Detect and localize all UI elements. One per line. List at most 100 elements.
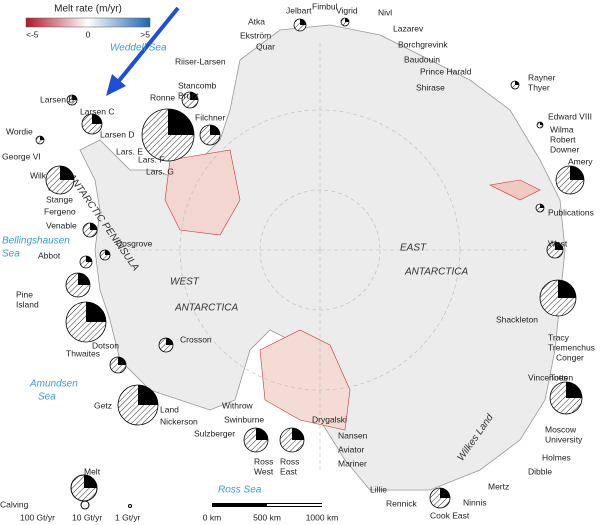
shelf-label: Ekström — [240, 30, 271, 40]
shelf-label: Cook East — [430, 510, 470, 520]
shelf-label: George VI — [2, 151, 41, 161]
shelf-glyph — [60, 166, 74, 180]
shelf-label: Mariner — [338, 458, 367, 468]
shelf-label: Getz — [94, 400, 112, 410]
shelf-glyph — [440, 488, 450, 498]
shelf-label: Wilkins — [30, 170, 57, 180]
shelf-label: Lars. F — [138, 154, 164, 164]
sea-label: Ross Sea — [218, 485, 262, 496]
shelf-label: Jelbart — [286, 5, 312, 15]
shelf-glyph — [555, 242, 563, 250]
scale-label: 0 km — [203, 512, 221, 522]
shelf-label: Downer — [550, 144, 579, 154]
shelf-label: Aviator — [338, 444, 364, 454]
shelf-label: West — [254, 466, 274, 476]
shelf-label: Moscow — [545, 424, 577, 434]
shelf-glyph — [166, 338, 173, 345]
legend-symbol — [80, 500, 90, 510]
shelf-label: Ross — [254, 456, 273, 466]
shelf-label: University — [545, 434, 583, 444]
shelf-label: Holmes — [542, 452, 571, 462]
shelf-label: Swinburne — [224, 414, 264, 424]
shelf-label: Larsen C — [80, 106, 115, 116]
legend-label: 10 Gt/yr — [72, 512, 102, 522]
scale-label: 1000 km — [306, 512, 339, 522]
shelf-label: Withrow — [222, 400, 254, 410]
shelf-label: Vigrid — [336, 5, 358, 15]
legend-symbol — [84, 475, 97, 488]
shelf-label: Dotson — [92, 340, 119, 350]
shelf-label: Thwaites — [66, 348, 100, 358]
shelf-label: Stange — [46, 194, 73, 204]
shelf-glyph — [40, 136, 44, 140]
shelf-label: Ninnis — [463, 497, 487, 507]
shelf-label: Sulzberger — [194, 428, 235, 438]
shelf-label: Tremenchus — [548, 342, 595, 352]
shelf-glyph — [190, 92, 198, 100]
shelf-label: West — [548, 238, 568, 248]
shelf-label: Wilma — [550, 124, 574, 134]
shelf-glyph — [86, 256, 92, 262]
shelf-glyph — [92, 114, 102, 124]
shelf-label: Amery — [568, 156, 593, 166]
legend-symbol — [128, 504, 132, 508]
ronne-shelf — [164, 149, 241, 236]
shelf-glyph — [118, 357, 126, 365]
shelf-label: Ross — [280, 456, 299, 466]
shelf-label: Cosgrove — [116, 238, 153, 248]
shelf-label: Larsen B — [40, 94, 74, 104]
shelf-label: Fergeno — [44, 206, 76, 216]
shelf-glyph — [515, 81, 519, 85]
legend-label: Melt — [84, 466, 101, 476]
shelf-label: Rayner — [528, 72, 556, 82]
shelf-label: Abbot — [38, 250, 61, 260]
region-label: WEST — [170, 277, 200, 288]
scale-label: 500 km — [253, 512, 281, 522]
shelf-label: Ronne — [150, 92, 175, 102]
shelf-label: Lars. G — [146, 166, 174, 176]
shelf-label: Pine — [16, 289, 33, 299]
shelf-label: Nansen — [338, 430, 368, 440]
shelf-label: Conger — [556, 352, 584, 362]
shelf-glyph — [90, 223, 97, 230]
shelf-label: Atka — [248, 16, 265, 26]
amery-shelf — [489, 179, 541, 201]
shelf-label: Fimbul — [312, 1, 338, 11]
shelf-glyph — [540, 122, 543, 125]
shelf-label: Stancomb — [178, 80, 217, 90]
shelf-label: Totten — [550, 372, 573, 382]
shelf-label: Publications — [548, 207, 594, 217]
shelf-glyph — [72, 95, 77, 100]
shelf-label: Prince Harald — [420, 66, 472, 76]
shelf-label: Nivl — [378, 7, 392, 17]
shelf-label: Drygalski — [312, 414, 347, 424]
region-label: ANTARCTICA — [174, 303, 238, 314]
shelf-label: East — [280, 466, 298, 476]
sea-label: Sea — [2, 249, 20, 260]
shelf-label: Shirase — [416, 82, 445, 92]
shelf-glyph — [210, 125, 220, 135]
shelf-label: Rennick — [386, 498, 417, 508]
shelf-glyph — [570, 166, 584, 180]
shelf-label: Lars. E — [116, 146, 143, 156]
shelf-label: Lazarev — [393, 23, 424, 33]
shelf-glyph — [168, 109, 194, 135]
colorbar-label: 0 — [86, 29, 91, 39]
shelf-label: Riiser-Larsen — [175, 56, 226, 66]
shelf-label: Brunt — [178, 90, 199, 100]
colorbar-label: >5 — [140, 29, 150, 39]
shelf-label: Quar — [256, 41, 275, 51]
shelf-glyph — [558, 280, 576, 298]
arrow — [116, 6, 180, 84]
shelf-label: Wordie — [6, 126, 33, 136]
shelf-label: Larsen D — [100, 129, 135, 139]
shelf-label: Vincennes — [528, 372, 568, 382]
shelf-label: Mertz — [488, 481, 509, 491]
scale-bar — [267, 504, 322, 506]
colorbar — [25, 17, 151, 28]
shelf-label: Venable — [46, 220, 77, 230]
shelf-glyph — [138, 385, 158, 405]
sea-label: Amundsen — [29, 379, 78, 390]
sea-label: Weddell Sea — [110, 43, 167, 54]
